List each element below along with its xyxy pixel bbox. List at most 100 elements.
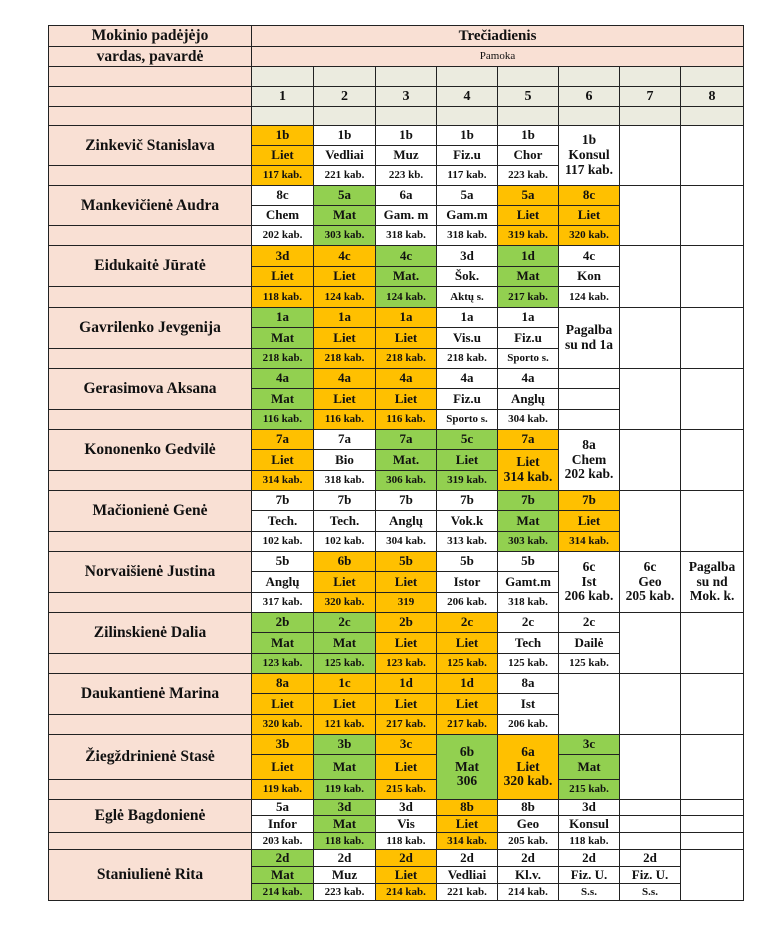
lesson-room: 223 kab. [313, 883, 376, 901]
teacher-subrow: Anglų Liet Liet Istor Gamt.m [49, 571, 744, 593]
teacher-name: Daukantienė Marina [48, 673, 252, 715]
lesson-class: 8b [436, 799, 498, 816]
lesson-room: 202 kab. [251, 225, 314, 246]
empty-lesson-cell [619, 429, 681, 491]
lesson-class: 3b [313, 734, 376, 755]
lesson-room: 102 kab. [251, 531, 314, 552]
lesson-class: 6a [375, 185, 437, 206]
teacher-name-spacer [48, 592, 252, 613]
lesson-subject: Anglų [251, 571, 314, 593]
lesson-room: 215 kab. [375, 779, 437, 800]
lesson-subject: Liet [375, 571, 437, 593]
lesson-subject: Tech. [251, 510, 314, 532]
lesson-subject: Anglų [375, 510, 437, 532]
lesson-room: 205 kab. [497, 832, 559, 850]
lesson-room: 318 kab. [375, 225, 437, 246]
lesson-cell: Liet 314 kab. [497, 449, 559, 491]
lesson-room: 314 kab. [558, 531, 620, 552]
empty-lesson-cell [679, 799, 745, 816]
empty-lesson-cell [679, 245, 745, 308]
lesson-class: 2d [619, 849, 681, 867]
lesson-room: 118 kab. [251, 286, 314, 308]
header-spacer-cell [497, 106, 559, 126]
teacher-name-spacer [48, 409, 252, 430]
teacher-subrow: Chem Mat Gam. m Gam.m Liet Liet [49, 205, 744, 226]
lesson-class: 5b [251, 551, 314, 572]
empty-lesson-cell [619, 307, 681, 369]
lesson-subject: Liet [313, 693, 376, 715]
lesson-subject: Mat. [375, 266, 437, 287]
teacher-subrow: Gerasimova Aksana 4a 4a 4a 4a 4a [48, 368, 745, 430]
lesson-class: 7a [313, 429, 376, 450]
teacher-subrow: Zinkevič Stanislava 1b 1b 1b 1b 1b 1b Konsul 1… [48, 125, 745, 186]
lesson-class: 2d [436, 849, 498, 867]
lesson-room: 215 kab. [558, 779, 620, 800]
lesson-room: 117 kab. [436, 165, 498, 186]
header-spacer [48, 86, 252, 107]
lesson-cell: 6c Geo 205 kab. [619, 551, 681, 613]
lesson-class: 4c [558, 245, 620, 267]
teacher-subrow: 218 kab. 218 kab. 218 kab. 218 kab. Sporto s… [48, 348, 744, 369]
lesson-subject: Mat [497, 510, 559, 532]
lesson-class: 8a [251, 673, 314, 694]
lesson-number-3: 3 [375, 86, 437, 107]
lesson-cell: 6b Mat 306 [436, 734, 498, 800]
teacher-subrow: 320 kab. 121 kab. 217 kab. 217 kab. 206 kab. [48, 714, 744, 735]
lesson-subject: Vedliai [436, 866, 498, 884]
empty-lesson-cell [619, 245, 681, 308]
lesson-class: 5a [436, 185, 498, 206]
teacher-name-spacer [48, 470, 252, 491]
teacher-subrow: Mankevičienė Audra 8c 5a 6a 5a 5a 8c [48, 185, 745, 246]
teacher-name-spacer [48, 531, 252, 552]
lesson-room: 304 kab. [375, 531, 437, 552]
lesson-subject: Liet [251, 449, 314, 471]
header-spacer-cell [436, 66, 498, 87]
lesson-subject: Dailė [558, 632, 620, 654]
lesson-room: 318 kab. [436, 225, 498, 246]
lesson-room: 318 kab. [313, 470, 376, 491]
teacher-name-spacer [48, 225, 252, 246]
empty-lesson-cell [619, 815, 681, 833]
lesson-subject: Liet [497, 205, 559, 226]
lesson-room: 218 kab. [251, 348, 314, 369]
teacher-subrow: Žiegždrinienė Stasė 3b 3b 3c 6b Mat 306 6a Li… [48, 734, 745, 800]
lesson-subject: Liet [375, 754, 437, 780]
teacher-subrow: 123 kab. 125 kab. 123 kab. 125 kab. 125 kab.… [48, 653, 744, 674]
lesson-number-8: 8 [679, 86, 745, 107]
name-column-header-line2: vardas, pavardė [48, 46, 252, 67]
lesson-subject: Liet [375, 632, 437, 654]
lesson-class: 3d [251, 245, 314, 267]
lesson-class: 8c [251, 185, 314, 206]
teacher-subrow: Mačionienė Genė 7b 7b 7b 7b 7b 7b [48, 490, 745, 552]
lesson-subject: Liet [375, 866, 437, 884]
lesson-subject: Liet [313, 388, 376, 410]
lesson-class: 1a [313, 307, 376, 328]
header-spacer-cell [619, 106, 681, 126]
lesson-room: 221 kab. [436, 883, 498, 901]
lesson-cell: 6a Liet 320 kab. [497, 734, 559, 800]
header-spacer-cell [375, 106, 437, 126]
lesson-room: S.s. [558, 883, 620, 901]
teacher-name: Eidukaitė Jūratė [48, 245, 252, 287]
empty-lesson-cell [619, 185, 681, 246]
lesson-room: 303 kab. [497, 531, 559, 552]
lesson-class: 1b [313, 125, 376, 146]
empty-lesson-cell [619, 368, 681, 430]
lesson-class: 3c [558, 734, 620, 755]
lesson-subject: Mat [313, 815, 376, 833]
teacher-name-spacer [48, 653, 252, 674]
lesson-number-7: 7 [619, 86, 681, 107]
lesson-subject: Liet [251, 145, 314, 166]
lesson-number-2: 2 [313, 86, 376, 107]
lesson-class: 1a [497, 307, 559, 328]
teacher-subrow: 203 kab. 118 kab. 118 kab. 314 kab. 205 kab.… [48, 832, 745, 850]
lesson-room: 317 kab. [251, 592, 314, 613]
lesson-room: Aktų s. [436, 286, 498, 308]
teacher-subrow: Staniulienė Rita 2d 2d 2d 2d 2d 2d 2d [48, 849, 745, 901]
lesson-room: 320 kab. [251, 714, 314, 735]
teacher-name: Zilinskienė Dalia [48, 612, 252, 654]
lesson-room: 320 kab. [558, 225, 620, 246]
lesson-room: 124 kab. [558, 286, 620, 308]
lesson-room: 217 kab. [497, 286, 559, 308]
lesson-subject: Liet [251, 693, 314, 715]
